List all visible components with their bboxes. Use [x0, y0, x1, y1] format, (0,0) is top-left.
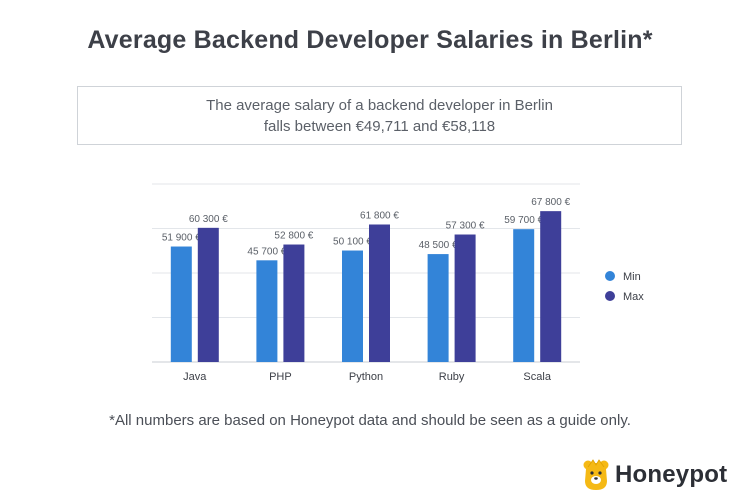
data-label: 45 700 € [247, 246, 286, 257]
summary-line-2: falls between €49,711 and €58,118 [263, 118, 496, 135]
bar-min-php [256, 260, 278, 362]
data-label: 60 300 € [189, 214, 228, 225]
honeypot-logo: Honeypot [583, 458, 727, 492]
category-label: Java [183, 371, 207, 383]
bar-min-python [342, 250, 363, 362]
data-label: 48 500 € [419, 240, 458, 251]
bar-chart: 51 900 € 60 300 € Java 45 700 € 52 800 € PHP 5… [152, 183, 644, 383]
bear-head-icon [583, 459, 609, 490]
data-label: 67 800 € [531, 197, 570, 208]
bar-min-ruby [427, 254, 449, 362]
category-label: Python [349, 371, 383, 383]
footnote: *All numbers are based on Honeypot data … [109, 412, 631, 429]
summary-line-1: The average salary of a backend develope… [206, 97, 553, 114]
data-label: 61 800 € [360, 210, 399, 221]
legend-label-max: Max [623, 291, 644, 303]
legend-swatch-min [605, 271, 615, 281]
summary-box: The average salary of a backend develope… [77, 86, 682, 145]
data-label: 51 900 € [162, 233, 201, 244]
category-label: Scala [523, 371, 551, 383]
data-label: 50 100 € [333, 237, 372, 248]
bar-max-scala [540, 211, 562, 362]
bar-max-python [369, 224, 390, 362]
data-label: 57 300 € [446, 221, 485, 232]
data-label: 52 800 € [274, 231, 313, 242]
chart-title: Average Backend Developer Salaries in Be… [87, 26, 653, 54]
bar-min-java [170, 246, 192, 362]
bar-max-ruby [454, 234, 476, 362]
bar-max-java [197, 227, 219, 362]
data-label: 59 700 € [504, 215, 543, 226]
category-label: PHP [269, 371, 292, 383]
legend-label-min: Min [623, 271, 641, 283]
bar-max-php [283, 244, 305, 362]
legend-swatch-max [605, 291, 615, 301]
category-label: Ruby [439, 371, 465, 383]
brand-name: Honeypot [615, 461, 728, 488]
bar-min-scala [513, 229, 535, 362]
